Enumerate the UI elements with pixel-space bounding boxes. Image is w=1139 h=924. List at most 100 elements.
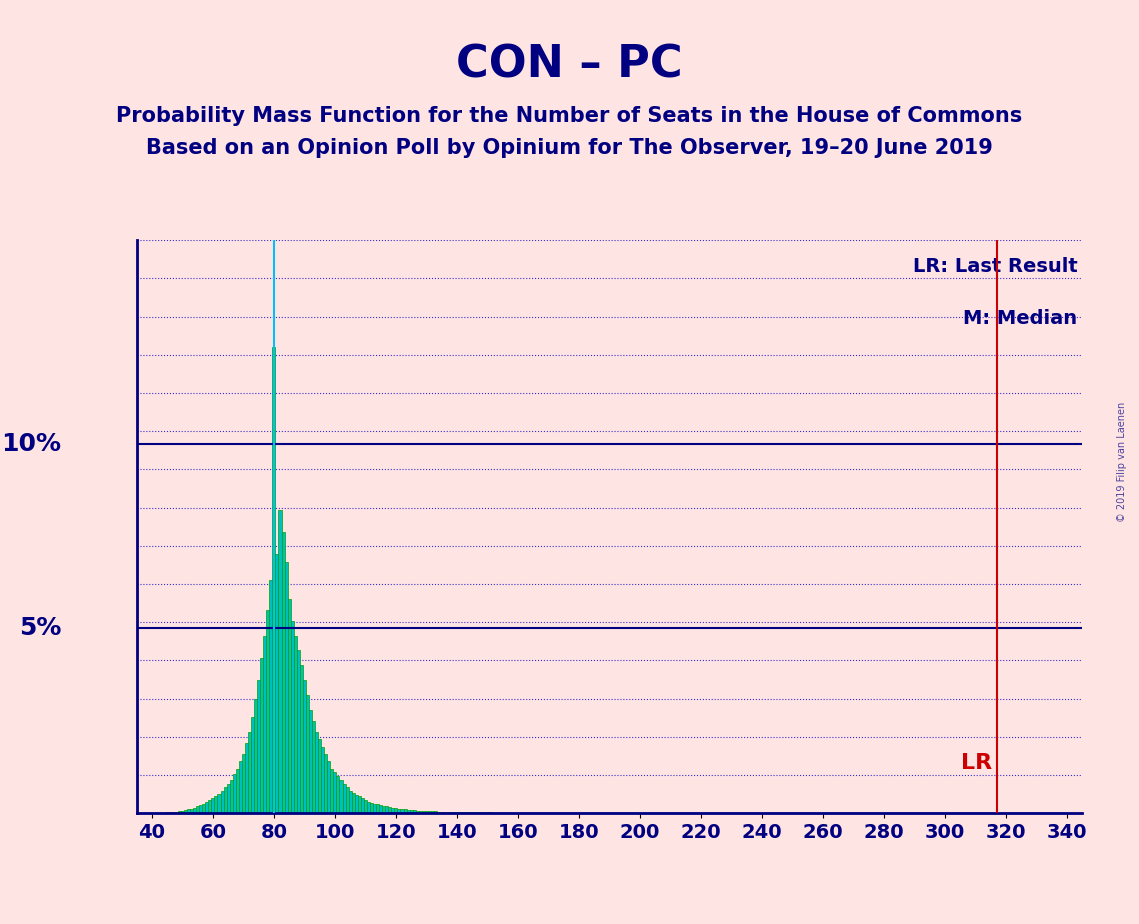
Bar [321, 747, 325, 813]
Bar [223, 787, 227, 813]
Bar [208, 800, 212, 813]
Bar [272, 347, 276, 813]
Bar [410, 810, 412, 813]
Text: Probability Mass Function for the Number of Seats in the House of Commons: Probability Mass Function for the Number… [116, 105, 1023, 126]
Bar [276, 554, 278, 813]
Bar [456, 812, 458, 813]
Bar [458, 812, 461, 813]
Bar [416, 810, 419, 813]
Bar [394, 808, 398, 813]
Text: 10%: 10% [1, 432, 62, 456]
Bar [370, 803, 374, 813]
Bar [358, 796, 361, 813]
Bar [300, 665, 303, 813]
Bar [412, 810, 416, 813]
Bar [257, 680, 260, 813]
Bar [187, 809, 190, 813]
Bar [254, 699, 257, 813]
Bar [376, 804, 379, 813]
Bar [239, 761, 241, 813]
Bar [278, 510, 281, 813]
Bar [214, 796, 218, 813]
Bar [419, 810, 421, 813]
Bar [437, 811, 440, 813]
Bar [363, 800, 367, 813]
Bar [345, 787, 349, 813]
Bar [349, 791, 352, 813]
Bar [383, 806, 385, 813]
Bar [236, 769, 239, 813]
Bar [461, 812, 465, 813]
Bar [190, 808, 194, 813]
Bar [372, 804, 376, 813]
Bar [367, 802, 370, 813]
Bar [327, 761, 330, 813]
Bar [245, 743, 248, 813]
Bar [260, 658, 263, 813]
Bar [306, 695, 309, 813]
Text: 5%: 5% [18, 616, 62, 640]
Bar [401, 809, 403, 813]
Bar [407, 809, 410, 813]
Text: M: Median: M: Median [964, 309, 1077, 328]
Bar [440, 811, 443, 813]
Bar [361, 798, 363, 813]
Bar [288, 599, 290, 813]
Bar [232, 774, 236, 813]
Bar [421, 811, 425, 813]
Bar [178, 811, 181, 813]
Bar [227, 784, 230, 813]
Bar [446, 811, 449, 813]
Bar [343, 784, 345, 813]
Bar [212, 798, 214, 813]
Bar [297, 650, 300, 813]
Bar [398, 808, 401, 813]
Bar [281, 532, 285, 813]
Bar [339, 780, 343, 813]
Bar [203, 804, 205, 813]
Bar [309, 710, 312, 813]
Bar [428, 811, 431, 813]
Bar [379, 805, 383, 813]
Bar [352, 793, 354, 813]
Bar [251, 717, 254, 813]
Bar [241, 754, 245, 813]
Bar [330, 769, 334, 813]
Bar [221, 791, 223, 813]
Bar [269, 580, 272, 813]
Bar [174, 811, 178, 813]
Bar [385, 807, 388, 813]
Bar [290, 621, 294, 813]
Bar [434, 811, 437, 813]
Bar [194, 808, 196, 813]
Bar [316, 732, 318, 813]
Bar [199, 805, 203, 813]
Bar [294, 636, 297, 813]
Bar [425, 811, 428, 813]
Bar [449, 812, 452, 813]
Bar [218, 794, 221, 813]
Text: CON – PC: CON – PC [457, 43, 682, 86]
Text: LR: LR [961, 753, 992, 773]
Bar [336, 776, 339, 813]
Bar [263, 636, 267, 813]
Bar [285, 562, 288, 813]
Bar [312, 721, 316, 813]
Bar [431, 811, 434, 813]
Bar [230, 780, 232, 813]
Text: Based on an Opinion Poll by Opinium for The Observer, 19–20 June 2019: Based on an Opinion Poll by Opinium for … [146, 138, 993, 158]
Bar [318, 739, 321, 813]
Bar [388, 808, 392, 813]
Bar [443, 811, 446, 813]
Bar [185, 810, 187, 813]
Text: © 2019 Filip van Laenen: © 2019 Filip van Laenen [1117, 402, 1126, 522]
Bar [325, 754, 327, 813]
Bar [452, 812, 456, 813]
Bar [248, 732, 251, 813]
Bar [205, 802, 208, 813]
Bar [181, 811, 185, 813]
Bar [303, 680, 306, 813]
Bar [267, 610, 269, 813]
Bar [334, 772, 336, 813]
Bar [354, 795, 358, 813]
